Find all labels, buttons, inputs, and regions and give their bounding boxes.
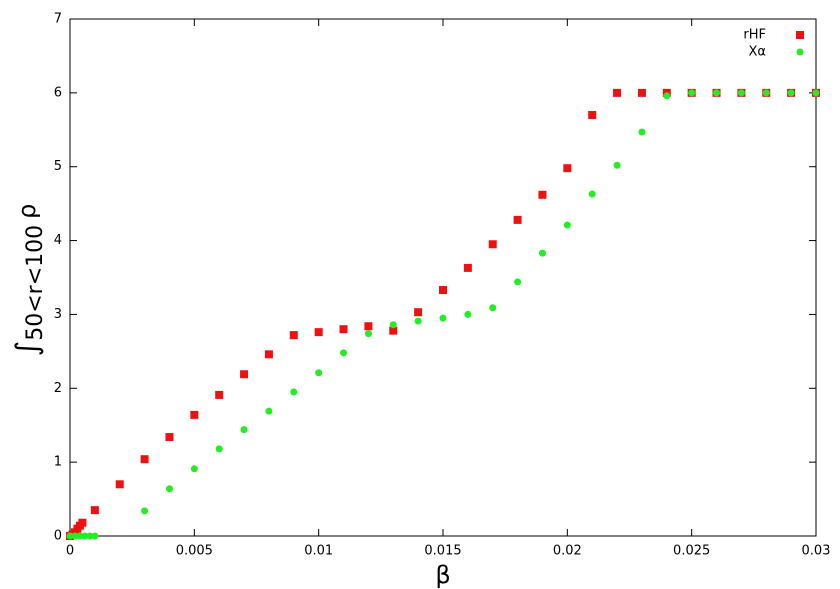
y-tick-label: 5	[54, 159, 62, 174]
point	[165, 433, 174, 442]
point	[71, 532, 79, 540]
point	[215, 390, 224, 399]
point	[190, 465, 198, 473]
point	[563, 164, 572, 173]
point	[588, 190, 596, 198]
point	[588, 111, 597, 120]
y-tick-label: 2	[54, 381, 62, 396]
y-tick-label: 0	[54, 529, 62, 544]
point	[713, 89, 721, 97]
point	[78, 518, 87, 527]
point	[140, 455, 149, 464]
legend-label: rHF	[743, 28, 766, 43]
point	[265, 407, 273, 415]
point	[76, 532, 84, 540]
point	[637, 88, 646, 97]
point	[339, 325, 348, 334]
x-tick-label: 0.015	[424, 544, 461, 559]
point	[638, 128, 646, 136]
point	[613, 88, 622, 97]
point	[514, 278, 522, 286]
x-tick-label: 0	[66, 544, 74, 559]
point	[463, 263, 472, 272]
point	[364, 330, 372, 338]
point	[315, 369, 323, 377]
y-label-subscript: 50<r<100	[23, 225, 48, 341]
point	[290, 388, 298, 396]
x-tick-label: 0.005	[176, 544, 213, 559]
legend-marker	[796, 31, 804, 39]
point	[613, 161, 621, 169]
point	[141, 507, 149, 515]
y-label-symbol: ρ	[13, 204, 41, 219]
x-tick-label: 0.01	[304, 544, 333, 559]
point	[688, 89, 696, 97]
point	[513, 215, 522, 224]
point	[414, 308, 423, 317]
point	[264, 350, 273, 359]
point	[165, 485, 173, 493]
point	[439, 286, 447, 295]
point	[787, 89, 795, 97]
y-tick-label: 6	[54, 85, 62, 100]
point	[115, 480, 124, 489]
y-axis-label: ∫50<r<100 ρ	[10, 204, 49, 357]
y-label-integral: ∫	[10, 341, 45, 357]
point	[314, 328, 323, 337]
point	[240, 370, 249, 379]
point	[464, 310, 472, 318]
x-axis-label: β	[435, 561, 450, 589]
x-tick-label: 0.03	[802, 544, 831, 559]
point	[340, 349, 348, 357]
point	[663, 92, 671, 100]
point	[81, 532, 89, 540]
point	[389, 321, 397, 329]
point	[215, 445, 223, 453]
y-tick-label: 3	[54, 307, 62, 322]
point	[86, 532, 94, 540]
y-tick-label: 4	[54, 233, 62, 248]
point	[240, 426, 248, 434]
point	[812, 89, 820, 97]
point	[91, 532, 99, 540]
point	[488, 240, 497, 249]
y-tick-label: 1	[54, 455, 62, 470]
x-tick-label: 0.02	[553, 544, 582, 559]
point	[289, 331, 298, 340]
x-tick-label: 0.025	[673, 544, 710, 559]
plot-frame	[69, 18, 817, 537]
point	[90, 506, 99, 515]
point	[489, 304, 497, 312]
point	[190, 410, 199, 419]
point	[364, 322, 373, 331]
point	[762, 89, 770, 97]
y-tick-label: 7	[54, 12, 62, 27]
point	[737, 89, 745, 97]
point	[439, 314, 447, 322]
point	[414, 317, 422, 325]
legend-marker	[796, 48, 804, 56]
legend-label: Xα	[749, 45, 766, 60]
point	[389, 326, 398, 335]
point	[538, 249, 546, 257]
point	[66, 532, 74, 540]
point	[538, 190, 547, 199]
point	[563, 221, 571, 229]
